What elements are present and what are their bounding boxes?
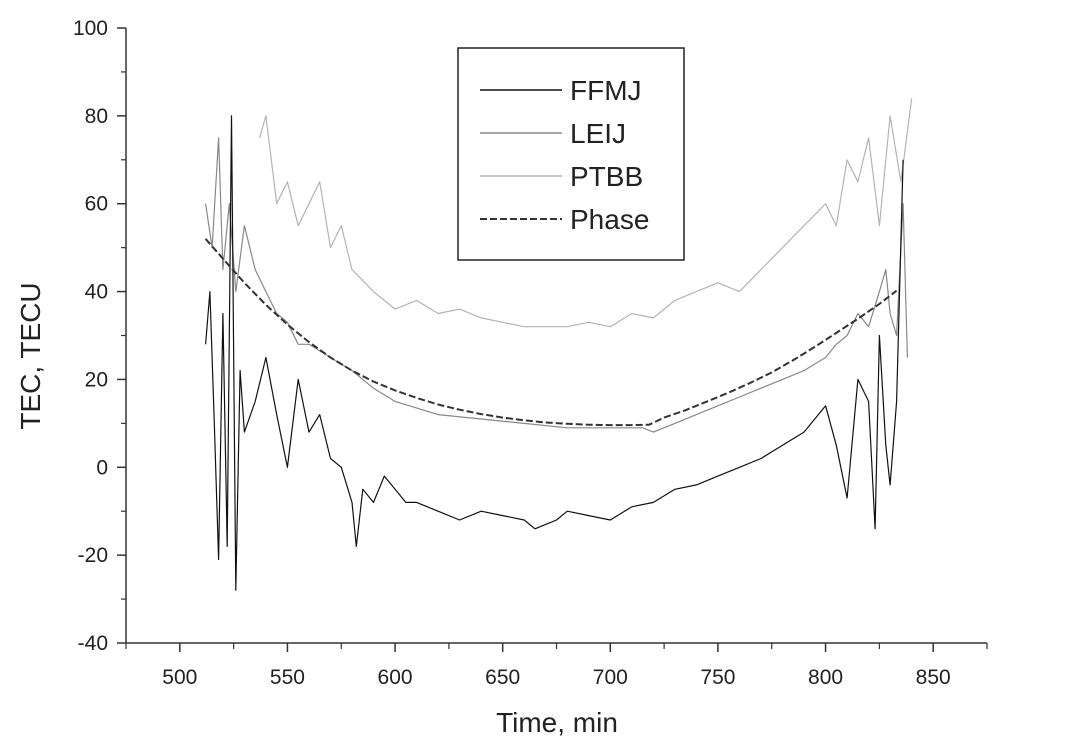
y-tick-label: -40 <box>78 632 108 655</box>
x-tick-label: 600 <box>378 666 413 689</box>
legend-entries: FFMJ LEIJ PTBB Phase <box>480 75 649 235</box>
legend: FFMJ LEIJ PTBB Phase <box>457 47 685 261</box>
y-tick-label: 20 <box>85 368 108 391</box>
y-tick-label: 80 <box>85 105 108 128</box>
legend-label-ptbb: PTBB <box>570 161 643 192</box>
x-tick-label: 550 <box>270 666 305 689</box>
legend-label-ffmj: FFMJ <box>570 75 642 106</box>
y-tick-label: 100 <box>73 17 108 40</box>
series-line-ptbb <box>258 98 913 328</box>
series-line-ffmj <box>205 115 904 591</box>
x-tick-label: 650 <box>485 666 520 689</box>
series-line-leij <box>205 137 908 433</box>
y-tick-label: 0 <box>96 456 108 479</box>
legend-label-leij: LEIJ <box>570 118 626 149</box>
x-tick-label: 750 <box>700 666 735 689</box>
legend-label-phase: Phase <box>570 204 649 235</box>
tick-labels: -40 -20 0 20 40 60 80 100 500 550 600 650 700 750 800 8… <box>73 17 951 689</box>
y-tick-label: -20 <box>78 544 108 567</box>
x-tick-label: 700 <box>593 666 628 689</box>
y-axis-title: TEC, TECU <box>15 282 46 429</box>
ticks <box>117 27 988 652</box>
x-axis-title: Time, min <box>496 707 618 738</box>
legend-frame <box>457 47 685 261</box>
y-tick-label: 60 <box>85 193 108 216</box>
x-tick-label: 500 <box>162 666 197 689</box>
x-tick-label: 850 <box>916 666 951 689</box>
y-tick-label: 40 <box>85 281 108 304</box>
x-tick-label: 800 <box>808 666 843 689</box>
series-line-phase <box>204 238 898 427</box>
series-lines <box>204 98 913 591</box>
